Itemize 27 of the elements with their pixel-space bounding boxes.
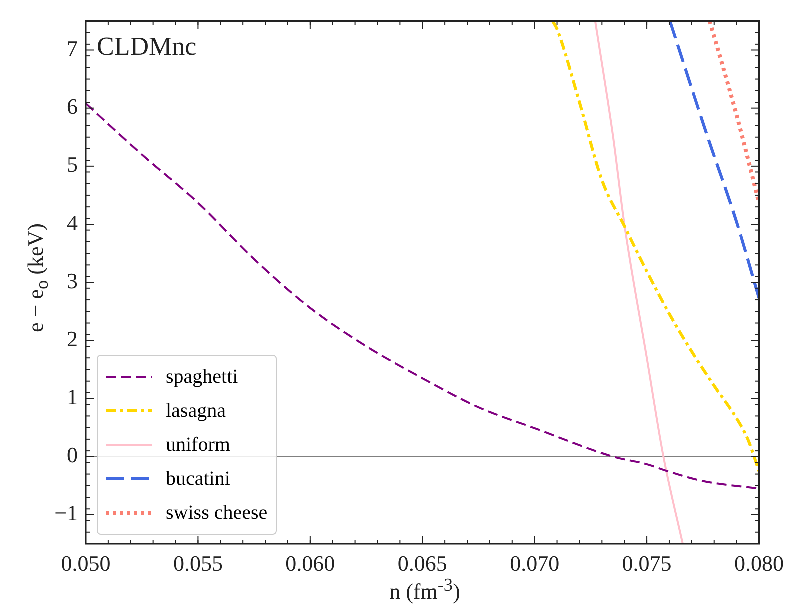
y-tick-label: 2 bbox=[67, 326, 78, 352]
y-tick-label: 1 bbox=[67, 384, 78, 410]
y-tick-label: −1 bbox=[54, 500, 78, 526]
legend-label: spaghetti bbox=[166, 366, 238, 388]
legend-label: lasagna bbox=[166, 400, 226, 422]
line-series bbox=[551, 21, 760, 473]
legend-label: bucatini bbox=[166, 468, 230, 490]
x-tick-label: 0.080 bbox=[734, 550, 784, 576]
line-series bbox=[86, 102, 760, 490]
x-tick-label: 0.060 bbox=[286, 550, 336, 576]
x-tick-label: 0.055 bbox=[173, 550, 223, 576]
x-tick-label: 0.050 bbox=[61, 550, 111, 576]
y-tick-label: 6 bbox=[67, 94, 78, 120]
y-tick-label: 7 bbox=[67, 36, 78, 62]
legend-label: swiss cheese bbox=[166, 502, 268, 524]
line-series bbox=[668, 21, 760, 300]
x-tick-label: 0.070 bbox=[510, 550, 560, 576]
y-tick-label: 4 bbox=[67, 210, 78, 236]
x-axis-title: n (fm$^{-3}$) bbox=[390, 574, 460, 606]
x-tick-label: 0.075 bbox=[622, 550, 672, 576]
y-tick-label: 3 bbox=[67, 268, 78, 294]
legend-label: uniform bbox=[166, 434, 230, 456]
annotation: CLDMnc bbox=[97, 32, 197, 62]
x-tick-label: 0.065 bbox=[398, 550, 448, 576]
y-tick-label: 5 bbox=[67, 152, 78, 178]
line-series bbox=[594, 21, 684, 544]
y-tick-label: 0 bbox=[67, 442, 78, 468]
